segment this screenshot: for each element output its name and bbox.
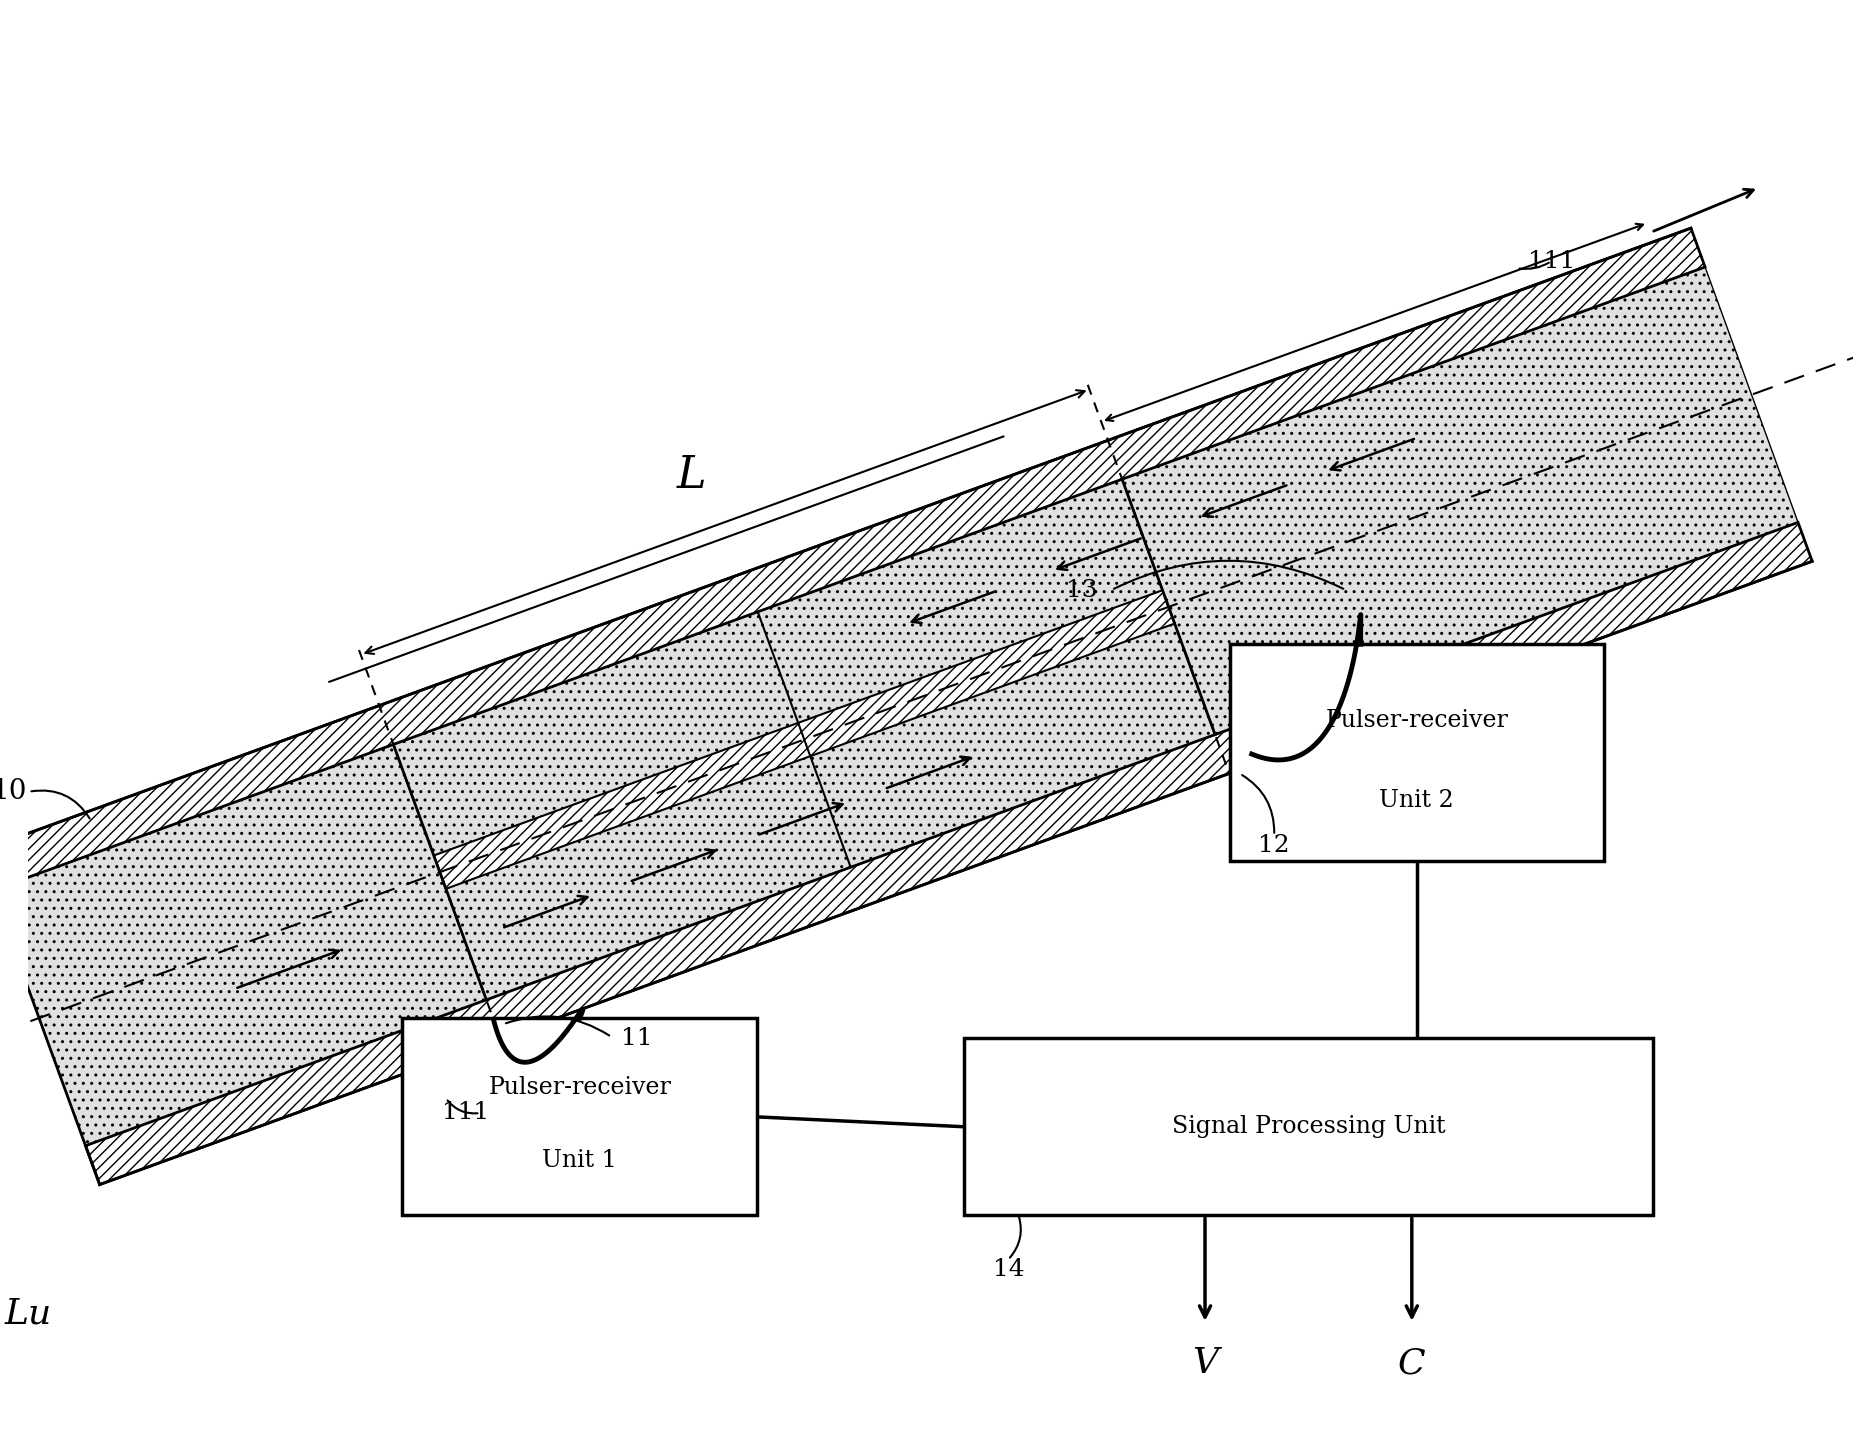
Bar: [964, 1038, 1653, 1215]
Text: 111: 111: [1527, 250, 1575, 273]
Text: L: L: [676, 453, 706, 496]
Text: Lu: Lu: [4, 1296, 52, 1330]
Text: Unit 2: Unit 2: [1379, 789, 1455, 811]
Text: C: C: [1397, 1346, 1425, 1380]
Text: 14: 14: [993, 1258, 1025, 1281]
Text: Pulser-receiver: Pulser-receiver: [1325, 709, 1508, 732]
Text: Unit 1: Unit 1: [543, 1149, 617, 1172]
Text: 11: 11: [621, 1027, 652, 1051]
Text: 12: 12: [1258, 834, 1290, 857]
Text: Pulser-receiver: Pulser-receiver: [487, 1076, 671, 1098]
Text: 10: 10: [0, 778, 26, 805]
Text: 13: 13: [1065, 579, 1097, 602]
Text: 111: 111: [443, 1101, 489, 1124]
Text: Signal Processing Unit: Signal Processing Unit: [1171, 1115, 1445, 1139]
Polygon shape: [0, 267, 1797, 1146]
Polygon shape: [85, 522, 1812, 1185]
Polygon shape: [0, 228, 1705, 890]
Bar: [402, 1019, 758, 1215]
Polygon shape: [434, 590, 1175, 889]
Text: V: V: [1191, 1346, 1217, 1380]
Bar: [1230, 644, 1605, 861]
